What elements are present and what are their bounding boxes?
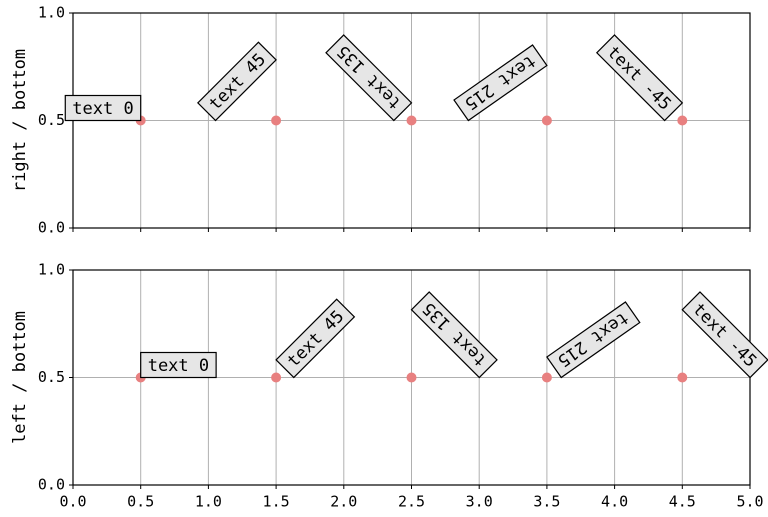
annotation-text: text 45 [284, 307, 349, 372]
point [677, 115, 688, 126]
y-tick-label: 0.0 [38, 219, 65, 237]
point [271, 372, 282, 383]
annotation: text 215 [546, 301, 641, 379]
point [541, 115, 552, 126]
annotation-box [64, 94, 142, 122]
annotation: text -45 [595, 34, 684, 122]
annotation: text 45 [275, 298, 356, 379]
x-tick-label: 2.5 [398, 493, 425, 511]
x-tick-label: 5.0 [736, 493, 763, 511]
annotation-box [595, 34, 684, 122]
annotation-box [325, 34, 413, 122]
y-tick-label: 0.5 [38, 111, 65, 129]
y-tick-label: 1.0 [38, 261, 65, 279]
point [271, 115, 282, 126]
annotation-text: text 135 [419, 298, 491, 370]
y-tick-label: 1.0 [38, 4, 65, 22]
annotation-box [140, 351, 217, 379]
annotation: text 135 [410, 291, 498, 379]
annotation-text: text 215 [553, 307, 632, 370]
y-axis-label: right / bottom [10, 49, 30, 192]
annotation-box [410, 291, 498, 379]
annotation: text 0 [64, 94, 142, 122]
y-axis-label: left / bottom [10, 311, 30, 444]
x-tick-label: 0.5 [127, 493, 154, 511]
annotation: text 135 [325, 34, 413, 122]
annotation-box [546, 301, 641, 379]
point [541, 372, 552, 383]
x-tick-label: 3.0 [466, 493, 493, 511]
annotation: text 0 [140, 351, 217, 379]
y-tick-label: 0.5 [38, 368, 65, 386]
point [406, 115, 417, 126]
x-tick-label: 1.0 [195, 493, 222, 511]
annotation-text: text 0 [72, 99, 133, 119]
axes: 0.0 0.5 1.0 1.5 2.0 2.5 3.0 3.5 4.0 4.5 5.0 0.0 0.5 1… [10, 261, 768, 511]
x-tick-label: 4.0 [601, 493, 628, 511]
x-tick-label: 4.5 [669, 493, 696, 511]
point [406, 372, 417, 383]
annotation: text -45 [681, 291, 768, 379]
x-tick-label: 0.0 [59, 493, 86, 511]
axes: 0.0 0.5 1.0 right / bottom text 0 text 45 text… [10, 4, 751, 237]
annotation-box [681, 291, 768, 379]
annotation-box [197, 41, 277, 122]
annotation: text 215 [453, 44, 548, 122]
annotation-box [453, 44, 548, 122]
x-tick-label: 1.5 [263, 493, 290, 511]
annotation-text: text 45 [205, 50, 270, 115]
annotation-text: text -45 [603, 42, 675, 114]
x-tick-label: 3.5 [533, 493, 560, 511]
annotation-box [275, 298, 356, 379]
y-tick-label: 0.0 [38, 476, 65, 494]
annotation-text: text 215 [461, 50, 540, 113]
annotation: text 45 [197, 41, 277, 122]
point [677, 372, 688, 383]
annotation-text: text 0 [148, 356, 209, 376]
x-tick-label: 2.0 [330, 493, 357, 511]
